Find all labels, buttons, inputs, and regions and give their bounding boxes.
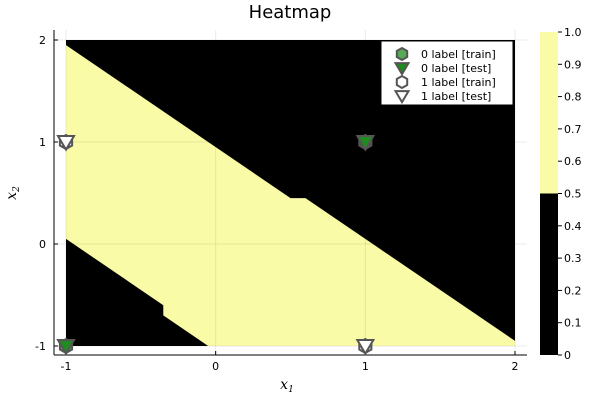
data-point-label0-test: [56, 339, 76, 356]
colorbar-tick-label: 0.3: [564, 252, 582, 265]
legend-entry-label: 1 label [train]: [421, 76, 496, 89]
svg-text:x1: x1: [280, 377, 294, 395]
colorbar-band: [540, 32, 558, 194]
y-tick-label: 1: [39, 136, 46, 149]
legend-entry-label: 0 label [train]: [421, 48, 496, 61]
legend-marker: [395, 74, 409, 90]
colorbar-tick-label: 0.5: [564, 188, 582, 201]
region-class-1: [66, 45, 515, 346]
x-axis-label: x1: [280, 377, 294, 395]
legend: 0 label [train]0 label [test]1 label [tr…: [381, 41, 513, 105]
colorbar-tick-label: 0: [564, 349, 571, 362]
data-point-label1-test: [56, 135, 76, 152]
y-axis-label: x2: [4, 186, 22, 200]
colorbar-band: [540, 193, 558, 355]
svg-text:x2: x2: [4, 186, 22, 200]
colorbar-tick-label: 0.9: [564, 58, 582, 71]
y-tick-label: 0: [39, 238, 46, 251]
y-tick-label: -1: [35, 340, 46, 353]
data-point-label1-test: [355, 339, 376, 356]
colorbar-tick-label: 0.1: [564, 317, 582, 330]
x-tick-label: 0: [212, 360, 219, 373]
chart-title: Heatmap: [249, 2, 332, 23]
x-tick-label: 1: [362, 360, 369, 373]
colorbar: 0 0.1 0.2 0.3 0.4 0.5 0.6 0.7 0.8 0.9 1.0: [540, 26, 582, 362]
legend-entry-label: 0 label [test]: [421, 62, 491, 75]
data-point-label0-test: [355, 135, 376, 152]
colorbar-tick-label: 1.0: [564, 26, 582, 39]
legend-marker: [393, 62, 411, 77]
colorbar-tick-label: 0.2: [564, 284, 582, 297]
x-tick-label: 2: [512, 360, 519, 373]
colorbar-tick-label: 0.6: [564, 155, 582, 168]
y-tick-label: 2: [39, 34, 46, 47]
legend-marker: [395, 46, 409, 62]
x-tick-label: -1: [61, 360, 72, 373]
colorbar-tick-label: 0.8: [564, 91, 582, 104]
x-axis-label-text: x: [280, 377, 288, 393]
legend-entry-label: 1 label [test]: [421, 90, 491, 103]
y-axis-label-subscript: 2: [12, 186, 22, 193]
x-axis-label-subscript: 1: [288, 385, 294, 395]
y-axis-label-text: x: [4, 192, 20, 200]
legend-marker: [393, 90, 411, 105]
colorbar-tick-label: 0.7: [564, 123, 582, 136]
colorbar-tick-label: 0.4: [564, 220, 582, 233]
